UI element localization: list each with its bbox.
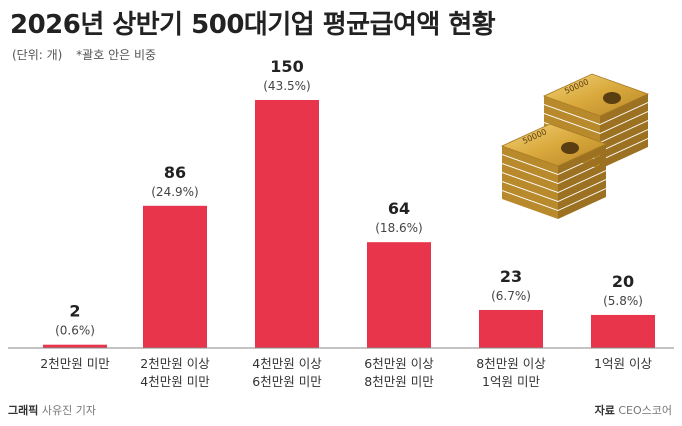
banknote-edge: [502, 155, 558, 183]
bar-share-label: (18.6%): [375, 221, 422, 235]
bar-share-label: (43.5%): [263, 79, 310, 93]
bar-value-label: 2: [69, 302, 80, 321]
banknote-edge: [558, 180, 606, 210]
credit-name: 사유진 기자: [41, 404, 96, 417]
x-tick-label: 1억원 이상: [594, 356, 652, 371]
source-label: 자료: [594, 404, 615, 417]
bar-value-label: 20: [612, 272, 634, 291]
portrait-mark: [603, 92, 621, 104]
banknote-edge: [558, 153, 606, 183]
portrait-mark: [561, 142, 579, 154]
chart-title: 2026년 상반기 500대기업 평균급여액 현황: [10, 10, 496, 40]
bar-share-label: (6.7%): [491, 289, 531, 303]
bar: [591, 314, 655, 348]
banknote-edge: [600, 121, 648, 151]
bar-share-label: (24.9%): [151, 185, 198, 199]
x-tick-label: 2천만원 미만: [40, 356, 110, 371]
banknote-face: [542, 73, 650, 117]
source-name: CEO스코어: [618, 404, 672, 417]
bar: [143, 205, 207, 348]
chart-subtitle: (단위: 개) *괄호 안은 비중: [12, 46, 156, 63]
bar-value-label: 86: [164, 163, 186, 182]
banknote-edge: [600, 139, 648, 169]
bar: [479, 309, 543, 348]
banknote-edge: [600, 130, 648, 160]
banknote-edge: [544, 114, 600, 142]
bar: [43, 344, 107, 348]
share-note: *괄호 안은 비중: [76, 48, 157, 62]
banknote-edge: [544, 96, 600, 124]
bar-value-label: 23: [500, 267, 522, 286]
banknote-edge: [558, 189, 606, 219]
bar: [255, 100, 319, 348]
bar-value-label: 150: [270, 57, 303, 76]
x-tick-label: 6천만원 이상: [364, 356, 434, 371]
bar-share-label: (0.6%): [55, 324, 95, 338]
banknote-edge: [502, 164, 558, 192]
x-tick-label: 2천만원 이상: [140, 356, 210, 371]
banknote-edge: [600, 94, 648, 124]
banknote-face: [500, 123, 608, 167]
x-tick-label: 4천만원 미만: [140, 374, 210, 389]
x-tick-label: 8천만원 미만: [364, 374, 434, 389]
banknote-edge: [558, 162, 606, 192]
banknote-edge: [502, 173, 558, 201]
banknote-edge: [600, 112, 648, 142]
banknote-edge: [502, 146, 558, 174]
banknote-edge: [502, 182, 558, 210]
unit-note: (단위: 개): [12, 48, 63, 62]
bar-value-label: 64: [388, 199, 410, 218]
banknote-edge: [502, 191, 558, 219]
source-credit: 자료 CEO스코어: [595, 402, 672, 418]
x-tick-label: 4천만원 이상: [252, 356, 322, 371]
banknote-edge: [600, 103, 648, 133]
banknote-edge: [558, 171, 606, 201]
bar: [367, 242, 431, 348]
graphic-credit: 그래픽 사유진 기자: [8, 402, 96, 418]
banknote-edge: [544, 105, 600, 133]
x-tick-label: 6천만원 미만: [252, 374, 322, 389]
money-stack-icon: 50000 50000: [500, 73, 650, 219]
bar-share-label: (5.8%): [603, 294, 643, 308]
x-tick-label: 1억원 미만: [482, 374, 540, 389]
x-tick-label: 8천만원 이상: [476, 356, 546, 371]
credit-label: 그래픽: [8, 404, 39, 417]
banknote-edge: [558, 144, 606, 174]
